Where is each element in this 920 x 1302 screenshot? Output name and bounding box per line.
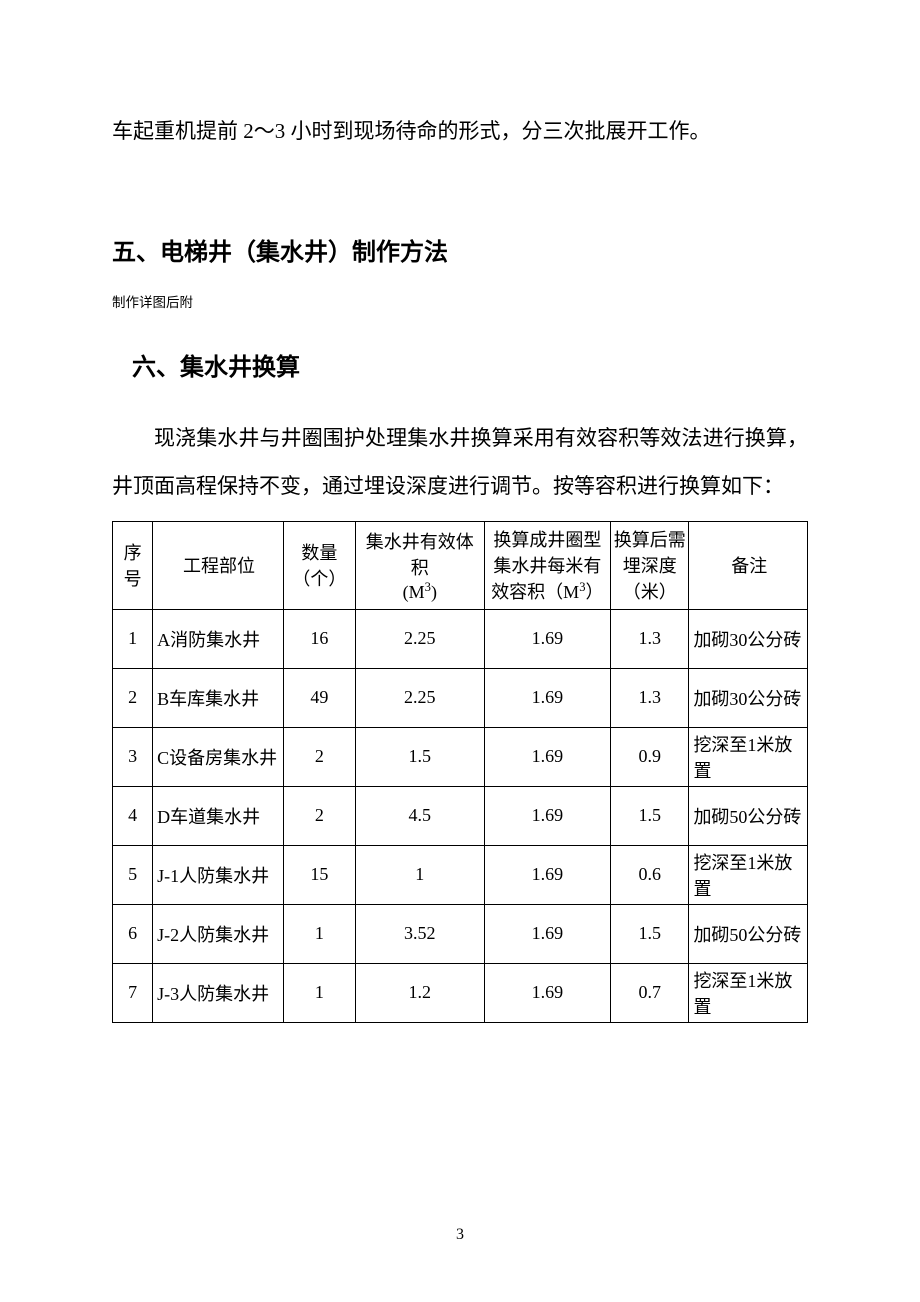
cell-part: B车库集水井: [153, 668, 284, 727]
th-part: 工程部位: [153, 521, 284, 609]
th-seq-line1: 序: [124, 543, 142, 563]
cell-depth: 1.3: [611, 609, 689, 668]
th-conv: 换算成井圈型 集水井每米有 效容积（M3）: [484, 521, 611, 609]
th-qty: 数量 （个）: [283, 521, 355, 609]
cell-remark: 挖深至1米放置: [689, 963, 808, 1022]
th-conv-line3-end: ）: [586, 582, 604, 602]
cell-depth: 0.6: [611, 845, 689, 904]
cell-qty: 49: [283, 668, 355, 727]
paragraph-continuation: 车起重机提前 2～3 小时到现场待命的形式，分三次批展开工作。: [112, 110, 808, 152]
cell-vol: 2.25: [356, 609, 485, 668]
cell-conv: 1.69: [484, 904, 611, 963]
cell-part: J-1人防集水井: [153, 845, 284, 904]
cell-qty: 2: [283, 727, 355, 786]
table-row: 4 D车道集水井 2 4.5 1.69 1.5 加砌50公分砖: [113, 786, 808, 845]
cell-remark: 挖深至1米放置: [689, 727, 808, 786]
cell-part: J-2人防集水井: [153, 904, 284, 963]
th-seq-line2: 号: [124, 569, 142, 589]
cell-part: J-3人防集水井: [153, 963, 284, 1022]
th-depth-line3: （米）: [623, 582, 677, 602]
th-vol-unit-pre: (M: [403, 582, 425, 602]
conversion-table: 序 号 工程部位 数量 （个） 集水井有效体积 (M3) 换算成井圈型 集水井每…: [112, 521, 808, 1023]
heading-section-6: 六、集水井换算: [132, 347, 808, 382]
cell-remark: 加砌50公分砖: [689, 904, 808, 963]
cell-depth: 0.9: [611, 727, 689, 786]
th-depth-line2: 埋深度: [623, 556, 677, 576]
th-conv-line2: 集水井每米有: [493, 556, 601, 576]
cell-part: D车道集水井: [153, 786, 284, 845]
note-drawing-attached: 制作详图后附: [112, 291, 808, 311]
cell-qty: 1: [283, 904, 355, 963]
cell-remark: 加砌50公分砖: [689, 786, 808, 845]
th-depth: 换算后需 埋深度 （米）: [611, 521, 689, 609]
table-row: 6 J-2人防集水井 1 3.52 1.69 1.5 加砌50公分砖: [113, 904, 808, 963]
cell-vol: 2.25: [356, 668, 485, 727]
th-depth-line1: 换算后需: [614, 530, 686, 550]
cell-vol: 4.5: [356, 786, 485, 845]
cell-seq: 4: [113, 786, 153, 845]
cell-vol: 1.5: [356, 727, 485, 786]
table-header-row: 序 号 工程部位 数量 （个） 集水井有效体积 (M3) 换算成井圈型 集水井每…: [113, 521, 808, 609]
cell-vol: 3.52: [356, 904, 485, 963]
table-row: 5 J-1人防集水井 15 1 1.69 0.6 挖深至1米放置: [113, 845, 808, 904]
th-seq: 序 号: [113, 521, 153, 609]
cell-remark: 挖深至1米放置: [689, 845, 808, 904]
cell-seq: 5: [113, 845, 153, 904]
th-vol-unit-end: ): [431, 582, 437, 602]
table-row: 7 J-3人防集水井 1 1.2 1.69 0.7 挖深至1米放置: [113, 963, 808, 1022]
cell-part: C设备房集水井: [153, 727, 284, 786]
cell-qty: 15: [283, 845, 355, 904]
table-row: 3 C设备房集水井 2 1.5 1.69 0.9 挖深至1米放置: [113, 727, 808, 786]
th-qty-line2: （个）: [292, 569, 346, 589]
heading-section-5: 五、电梯井（集水井）制作方法: [112, 232, 808, 267]
cell-depth: 1.5: [611, 786, 689, 845]
cell-qty: 16: [283, 609, 355, 668]
cell-conv: 1.69: [484, 845, 611, 904]
cell-depth: 1.3: [611, 668, 689, 727]
th-remark: 备注: [689, 521, 808, 609]
cell-seq: 6: [113, 904, 153, 963]
cell-conv: 1.69: [484, 668, 611, 727]
cell-depth: 1.5: [611, 904, 689, 963]
cell-qty: 1: [283, 963, 355, 1022]
cell-vol: 1: [356, 845, 485, 904]
th-vol-line1: 集水井有效体积: [366, 532, 474, 578]
cell-qty: 2: [283, 786, 355, 845]
th-conv-line1: 换算成井圈型: [493, 530, 601, 550]
cell-seq: 7: [113, 963, 153, 1022]
cell-vol: 1.2: [356, 963, 485, 1022]
cell-conv: 1.69: [484, 609, 611, 668]
table-row: 1 A消防集水井 16 2.25 1.69 1.3 加砌30公分砖: [113, 609, 808, 668]
cell-conv: 1.69: [484, 727, 611, 786]
cell-conv: 1.69: [484, 786, 611, 845]
th-qty-line1: 数量: [301, 543, 337, 563]
cell-part: A消防集水井: [153, 609, 284, 668]
cell-seq: 3: [113, 727, 153, 786]
th-vol: 集水井有效体积 (M3): [356, 521, 485, 609]
cell-seq: 2: [113, 668, 153, 727]
page-number: 3: [0, 1226, 920, 1244]
paragraph-conversion-intro: 现浇集水井与井圈围护处理集水井换算采用有效容积等效法进行换算，井顶面高程保持不变…: [112, 414, 808, 511]
cell-remark: 加砌30公分砖: [689, 609, 808, 668]
cell-seq: 1: [113, 609, 153, 668]
table-body: 1 A消防集水井 16 2.25 1.69 1.3 加砌30公分砖 2 B车库集…: [113, 609, 808, 1022]
cell-remark: 加砌30公分砖: [689, 668, 808, 727]
cell-depth: 0.7: [611, 963, 689, 1022]
table-row: 2 B车库集水井 49 2.25 1.69 1.3 加砌30公分砖: [113, 668, 808, 727]
th-conv-line3-pre: 效容积（M: [491, 582, 579, 602]
cell-conv: 1.69: [484, 963, 611, 1022]
